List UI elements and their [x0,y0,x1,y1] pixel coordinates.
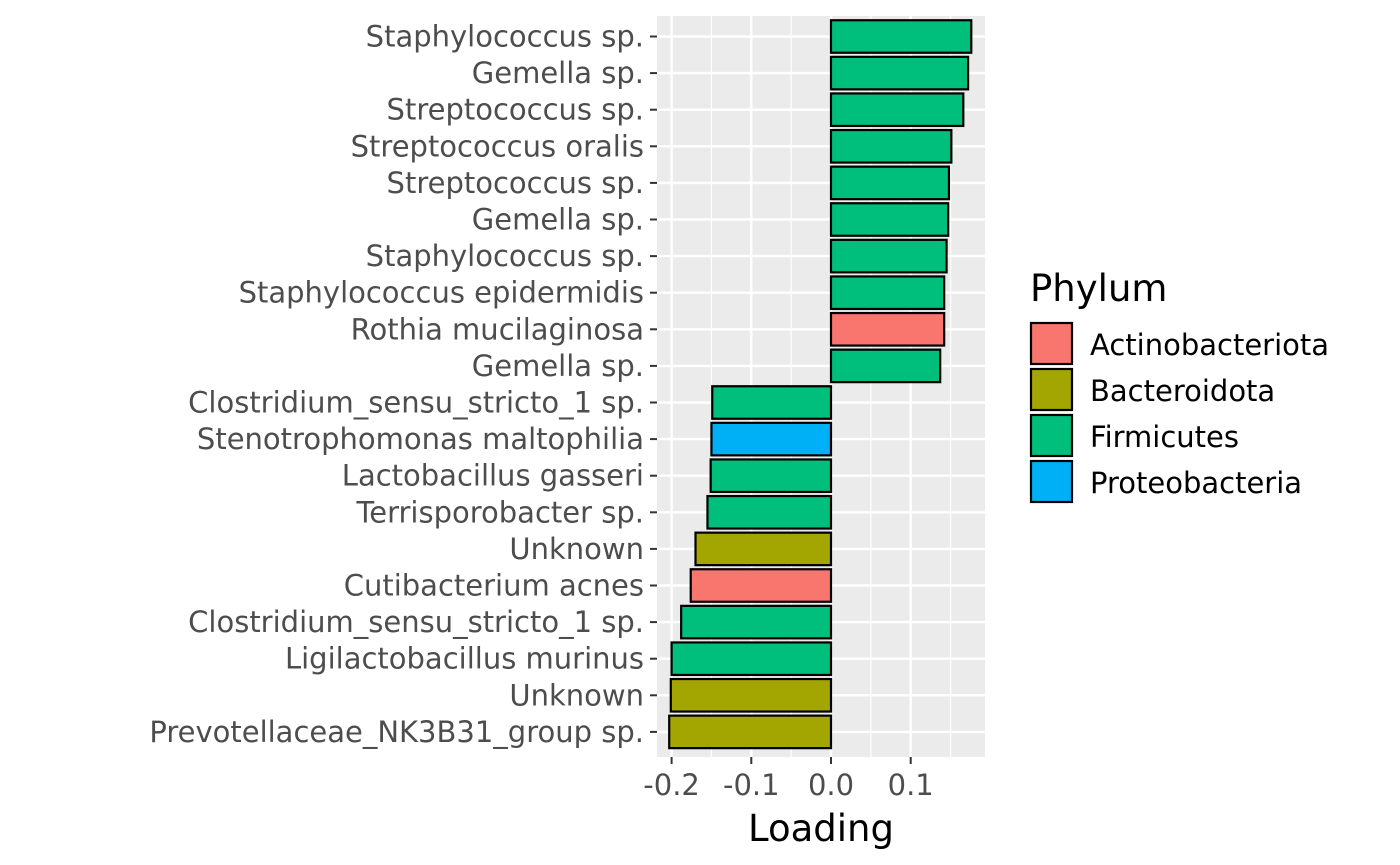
y-tick-label: Staphylococcus sp. [366,20,644,54]
bar [669,677,833,713]
x-axis: -0.2 -0.1 0.0 0.1 [643,757,934,802]
y-tick-label: Staphylococcus epidermidis [239,276,644,310]
bar [689,568,833,603]
bar [829,348,942,384]
legend-label: Firmicutes [1090,420,1239,454]
bar [829,92,965,128]
bar [706,494,833,530]
legend-title: Phylum [1030,267,1167,310]
bar [829,311,946,347]
legend-label: Bacteroidota [1090,374,1275,408]
y-tick-label: Stenotrophomonas maltophilia [197,422,644,456]
bar [829,275,946,311]
y-tick-label: Rothia mucilaginosa [351,312,644,346]
y-tick-label: Unknown [509,678,644,712]
x-tick-label: -0.2 [643,768,700,802]
y-tick-label: Prevotellaceae_NK3B31_group sp. [149,715,644,749]
bar [680,604,833,640]
bar [670,641,833,677]
legend: Phylum Actinobacteriota Bacteroidota Firmi… [1029,267,1329,504]
y-tick-label: Gemella sp. [472,203,644,237]
bar [829,202,950,237]
x-axis-title: Loading [748,807,894,850]
bar [710,421,833,457]
y-tick-label: Unknown [509,532,644,566]
y-tick-label: Gemella sp. [472,56,644,90]
bar [694,531,833,567]
y-tick-label: Clostridium_sensu_stricto_1 sp. [188,386,644,420]
y-tick-label: Gemella sp. [472,349,644,383]
bar [829,165,951,201]
bar [829,19,973,54]
legend-key [1029,367,1074,412]
y-tick-label: Staphylococcus sp. [366,239,644,273]
y-tick-label: Clostridium_sensu_stricto_1 sp. [188,605,644,639]
bar [829,55,970,91]
y-tick-label: Cutibacterium acnes [344,569,644,603]
y-tick-label: Terrisporobacter sp. [355,495,644,529]
bar [668,714,833,750]
bars [668,19,973,750]
legend-key [1029,459,1074,504]
y-tick-label: Lactobacillus gasseri [342,459,644,493]
y-tick-label: Streptococcus oralis [351,129,644,163]
legend-label: Proteobacteria [1090,466,1302,500]
y-tick-label: Streptococcus sp. [387,166,644,200]
bar [709,458,833,494]
bar [829,128,953,164]
y-axis: Staphylococcus sp.Gemella sp.Streptococc… [149,20,657,749]
y-tick-label: Streptococcus sp. [387,93,644,127]
legend-key [1029,321,1074,366]
bar [829,238,948,274]
x-tick-label: 0.1 [888,768,934,802]
legend-key [1029,413,1074,458]
x-tick-label: 0.0 [808,768,854,802]
bar [711,385,833,420]
y-tick-label: Ligilactobacillus murinus [285,642,644,676]
legend-label: Actinobacteriota [1090,328,1329,362]
x-tick-label: -0.1 [723,768,780,802]
